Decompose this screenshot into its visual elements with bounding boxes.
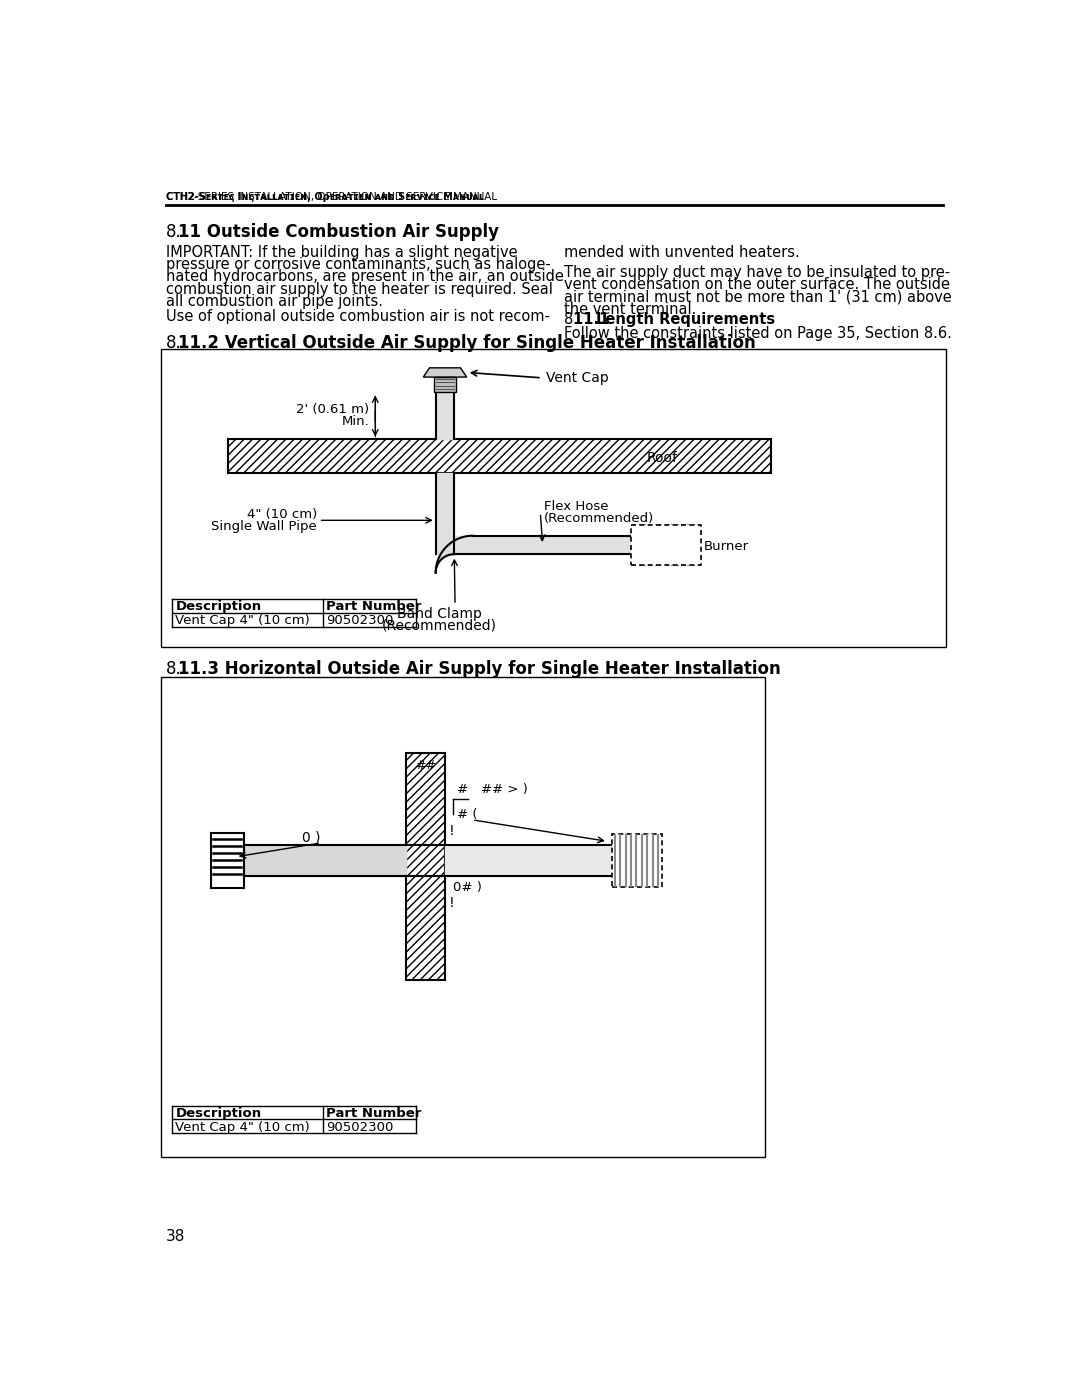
- Text: 8.: 8.: [166, 224, 181, 242]
- Text: The air supply duct may have to be insulated to pre-: The air supply duct may have to be insul…: [564, 264, 949, 279]
- Text: Length Requirements: Length Requirements: [596, 313, 775, 327]
- Text: Min.: Min.: [341, 415, 369, 429]
- Text: # (: # (: [457, 807, 477, 821]
- Text: 11.3 Horizontal Outside Air Supply for Single Heater Installation: 11.3 Horizontal Outside Air Supply for S…: [177, 661, 781, 679]
- Bar: [631, 525, 701, 564]
- Text: 2' (0.61 m): 2' (0.61 m): [296, 402, 369, 416]
- Text: Single Wall Pipe: Single Wall Pipe: [212, 520, 318, 534]
- Text: ##: ##: [415, 759, 436, 771]
- Text: Vent Cap 4" (10 cm): Vent Cap 4" (10 cm): [175, 1120, 310, 1134]
- Text: 11.2 Vertical Outside Air Supply for Single Heater Installation: 11.2 Vertical Outside Air Supply for Sin…: [177, 334, 755, 352]
- Text: Vent Cap: Vent Cap: [545, 370, 608, 384]
- Text: Burner: Burner: [704, 541, 748, 553]
- Text: 0 ): 0 ): [301, 831, 320, 845]
- Text: !: !: [448, 895, 454, 909]
- Text: mended with unvented heaters.: mended with unvented heaters.: [564, 244, 799, 260]
- Text: CTH2-SERIES INSTALLATION, OPERATION AND SERVICE MANUAL: CTH2-SERIES INSTALLATION, OPERATION AND …: [166, 191, 497, 203]
- Bar: [434, 377, 456, 393]
- Text: 11.1: 11.1: [572, 313, 615, 327]
- Text: nated hydrocarbons, are present in the air, an outside: nated hydrocarbons, are present in the a…: [166, 270, 564, 284]
- Text: Roof: Roof: [647, 451, 677, 465]
- Text: Part Number: Part Number: [326, 601, 422, 613]
- Text: CTH2-Sᴇʀᴛᴇς Iɴςᴛᴀʟʟᴀᴛɪᴇɴ, Oρᴇʀᴀᴛɪᴇɴ ᴀɴᴅ Sᴇʀᴠɪᴄᴇ Mᴀɴᴜᴀʟ: CTH2-Sᴇʀᴛᴇς Iɴςᴛᴀʟʟᴀᴛɪᴇɴ, Oρᴇʀᴀᴛɪᴇɴ ᴀɴᴅ …: [166, 191, 484, 203]
- Text: the vent terminal.: the vent terminal.: [564, 302, 696, 317]
- Text: 90502300: 90502300: [326, 1120, 394, 1134]
- Text: Vent Cap 4" (10 cm): Vent Cap 4" (10 cm): [175, 615, 310, 627]
- Text: (Recommended): (Recommended): [544, 513, 654, 525]
- Text: 0# ): 0# ): [453, 882, 482, 894]
- Text: IMPORTANT: If the building has a slight negative: IMPORTANT: If the building has a slight …: [166, 244, 517, 260]
- Text: all combustion air pipe joints.: all combustion air pipe joints.: [166, 293, 383, 309]
- Text: 8.: 8.: [166, 334, 181, 352]
- Text: 90502300: 90502300: [326, 615, 394, 627]
- Text: vent condensation on the outer surface. The outside: vent condensation on the outer surface. …: [564, 277, 949, 292]
- Text: #   ## > ): # ## > ): [457, 784, 527, 796]
- Polygon shape: [423, 367, 467, 377]
- Bar: [161, 678, 765, 1157]
- Text: 4" (10 cm): 4" (10 cm): [247, 507, 318, 521]
- Text: 11 Outside Combustion Air Supply: 11 Outside Combustion Air Supply: [177, 224, 499, 242]
- Bar: [228, 440, 770, 474]
- Text: Description: Description: [175, 1106, 261, 1120]
- Text: Flex Hose: Flex Hose: [544, 500, 609, 513]
- Text: Use of optional outside combustion air is not recom-: Use of optional outside combustion air i…: [166, 309, 550, 324]
- Text: Description: Description: [175, 601, 261, 613]
- Bar: [406, 753, 445, 979]
- Polygon shape: [435, 535, 473, 573]
- Text: Part Number: Part Number: [326, 1106, 422, 1120]
- Text: combustion air supply to the heater is required. Seal: combustion air supply to the heater is r…: [166, 282, 553, 296]
- Bar: [161, 349, 946, 647]
- Text: (Recommended): (Recommended): [382, 619, 497, 633]
- Text: pressure or corrosive contaminants, such as haloge-: pressure or corrosive contaminants, such…: [166, 257, 551, 272]
- Text: 8.: 8.: [564, 313, 578, 327]
- Text: Band Clamp: Band Clamp: [397, 606, 482, 620]
- Text: !: !: [448, 824, 454, 838]
- Text: 8.: 8.: [166, 661, 181, 679]
- Text: air terminal must not be more than 1' (31 cm) above: air terminal must not be more than 1' (3…: [564, 289, 951, 305]
- Text: 38: 38: [166, 1229, 186, 1243]
- Text: Follow the constraints listed on Page 35, Section 8.6.: Follow the constraints listed on Page 35…: [564, 327, 951, 341]
- Bar: [611, 834, 662, 887]
